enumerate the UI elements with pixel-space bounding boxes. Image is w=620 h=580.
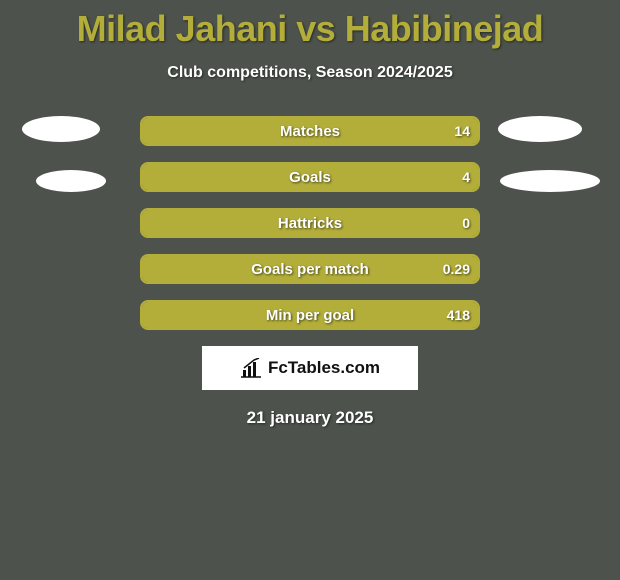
bar-chart-icon <box>240 358 262 378</box>
stat-bar-fill <box>142 256 478 282</box>
stat-rows: Matches14 Goals4 Hattricks0 Goals per match… <box>0 116 620 330</box>
subtitle: Club competitions, Season 2024/2025 <box>0 64 620 82</box>
logo-text: FcTables.com <box>268 358 380 378</box>
stat-row: Hattricks0 <box>0 208 620 238</box>
stat-row: Matches14 <box>0 116 620 146</box>
right-ellipse <box>498 116 582 142</box>
stat-bar-fill <box>142 118 478 144</box>
stat-bar <box>140 208 480 238</box>
stat-bar <box>140 254 480 284</box>
stat-bar <box>140 162 480 192</box>
left-ellipse <box>36 170 106 192</box>
logo-box: FcTables.com <box>202 346 418 390</box>
stat-row: Goals per match0.29 <box>0 254 620 284</box>
stat-bar-fill <box>142 164 478 190</box>
date: 21 january 2025 <box>0 408 620 428</box>
left-ellipse <box>22 116 100 142</box>
stat-bar <box>140 300 480 330</box>
stat-row: Goals4 <box>0 162 620 192</box>
logo: FcTables.com <box>240 358 380 378</box>
stat-bar-fill <box>142 210 478 236</box>
page-title: Milad Jahani vs Habibinejad <box>0 0 620 50</box>
stat-bar <box>140 116 480 146</box>
stat-bar-fill <box>142 302 478 328</box>
stat-row: Min per goal418 <box>0 300 620 330</box>
right-ellipse <box>500 170 600 192</box>
